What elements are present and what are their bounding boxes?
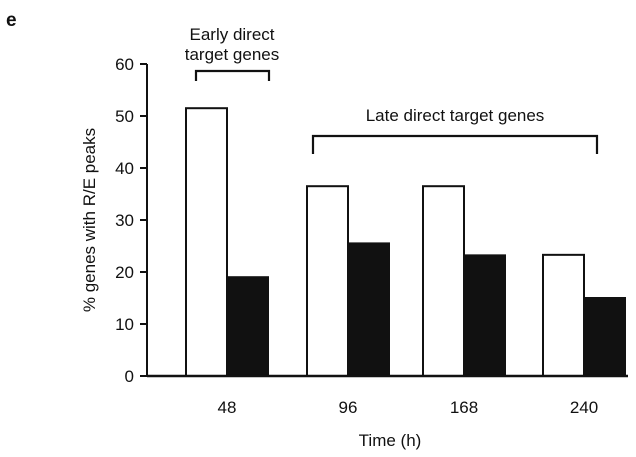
y-axis-ticks: 0 10 20 30 40 50 60: [115, 55, 147, 386]
bar-168-series-2: [463, 254, 506, 377]
y-tick-label: 0: [125, 367, 134, 386]
x-tick-label: 96: [339, 398, 358, 417]
annotation-late-text: Late direct target genes: [366, 106, 545, 125]
bar-168-series-1: [422, 185, 465, 377]
annotation-early-text: Early direct: [189, 25, 274, 44]
y-tick-label: 60: [115, 55, 134, 74]
y-tick-label: 50: [115, 107, 134, 126]
panel-label: e: [6, 10, 17, 31]
x-tick-label: 240: [570, 398, 598, 417]
y-tick-label: 30: [115, 211, 134, 230]
x-tick-label: 168: [450, 398, 478, 417]
bar-96-series-2: [347, 242, 390, 377]
bars: [185, 107, 626, 378]
x-axis-labels: 48 96 168 240: [218, 398, 599, 417]
bar-48-series-2: [226, 276, 269, 378]
y-axis-title: % genes with R/E peaks: [80, 128, 99, 312]
bracket-late: [311, 134, 599, 154]
y-tick-label: 20: [115, 263, 134, 282]
y-tick-label: 40: [115, 159, 134, 178]
bar-240-series-2: [583, 297, 626, 377]
bracket-early: [194, 69, 271, 81]
bar-240-series-1: [542, 253, 585, 377]
bar-48-series-1: [185, 107, 228, 377]
x-axis-title: Time (h): [359, 431, 422, 450]
annotation-early-text: target genes: [185, 45, 280, 64]
x-tick-label: 48: [218, 398, 237, 417]
bar-96-series-1: [306, 185, 349, 377]
y-tick-label: 10: [115, 315, 134, 334]
